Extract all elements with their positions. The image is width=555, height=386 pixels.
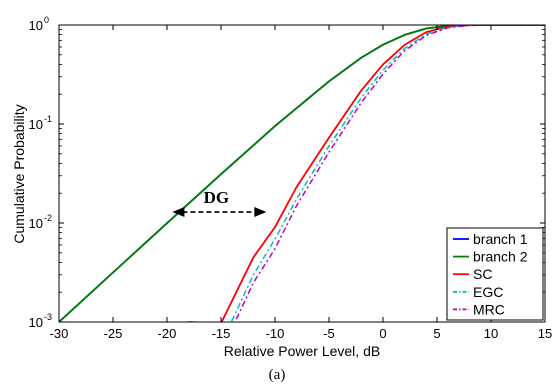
y-tick-label: 10 (29, 117, 43, 132)
x-tick-label: -20 (158, 326, 177, 341)
dg-arrow-head-left (172, 207, 185, 218)
legend-entry: EGC (473, 284, 503, 300)
legend-entry: SC (473, 266, 492, 282)
legend-entry: branch 1 (473, 231, 528, 247)
series-line-egc (199, 25, 545, 322)
x-tick-label: -10 (266, 326, 285, 341)
dg-arrow-head-right (254, 207, 267, 218)
x-axis-label: Relative Power Level, dB (224, 343, 380, 359)
legend-entry: MRC (473, 301, 505, 317)
x-tick-label: -25 (104, 326, 123, 341)
x-tick-label: -5 (323, 326, 335, 341)
y-tick-exponent: 0 (44, 15, 49, 25)
dg-annotation: DG (172, 188, 267, 218)
dg-annotation-label: DG (204, 188, 230, 207)
x-tick-label: -15 (212, 326, 231, 341)
plot-frame (58, 24, 546, 323)
y-tick-label: 10 (29, 315, 43, 330)
series-line-mrc (204, 25, 545, 322)
legend-entry: branch 2 (473, 249, 528, 265)
x-tick-label: 0 (379, 326, 386, 341)
x-tick-label: 15 (538, 326, 552, 341)
figure-caption: (a) (269, 367, 286, 383)
y-tick-label: 10 (29, 216, 43, 231)
x-tick-label: -30 (50, 326, 69, 341)
y-tick-exponent: -1 (44, 114, 52, 124)
y-tick-exponent: -3 (44, 312, 52, 322)
y-tick-exponent: -2 (44, 213, 52, 223)
x-tick-label: 10 (484, 326, 498, 341)
y-tick-label: 10 (29, 18, 43, 33)
x-tick-label: 5 (433, 326, 440, 341)
y-axis-label: Cumulative Probability (11, 104, 27, 243)
